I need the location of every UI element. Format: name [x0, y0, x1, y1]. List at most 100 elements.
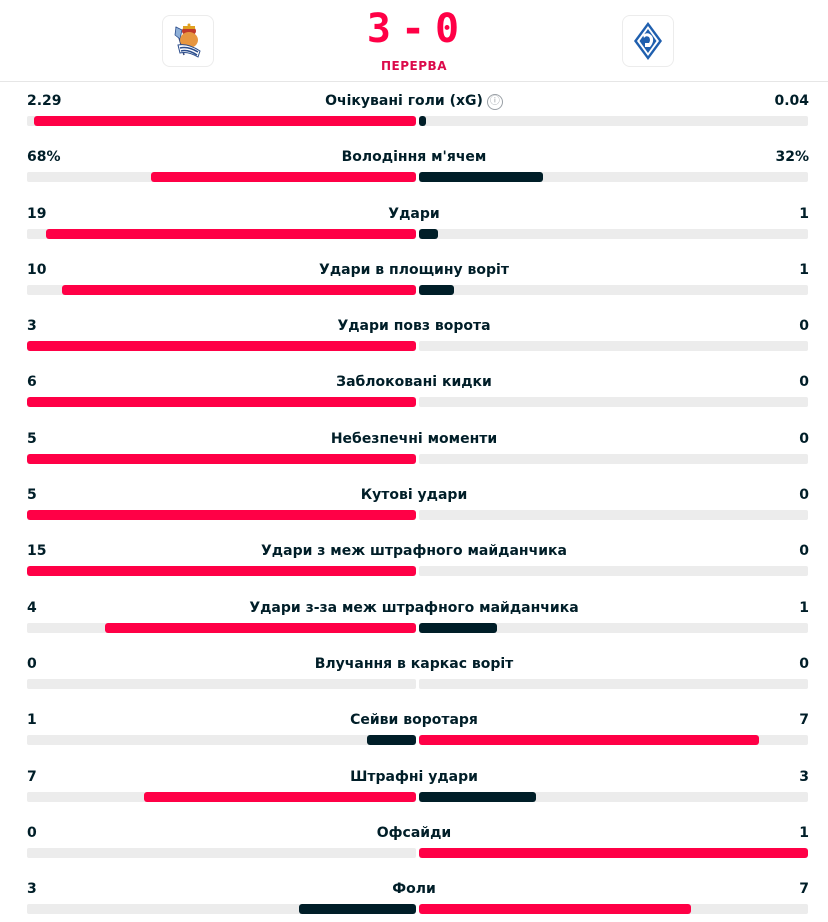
home-stat-value: 2.29	[27, 93, 62, 109]
home-stat-bar	[62, 284, 416, 295]
home-stat-bar-track	[27, 791, 416, 802]
stat-row: 0 Влучання в каркас воріт 0	[0, 654, 828, 710]
home-stat-bar-track	[27, 566, 416, 577]
stat-row: 0 Офсайди 1	[0, 823, 828, 879]
away-stat-bar	[419, 172, 544, 183]
home-stat-value: 0	[27, 655, 37, 672]
home-stat-bar	[27, 341, 416, 352]
home-stat-bar	[299, 904, 416, 915]
stat-label-text: Небезпечні моменти	[330, 430, 498, 447]
home-stat-bar-track	[27, 622, 416, 633]
stat-label: Удари в площину воріт	[0, 260, 828, 280]
home-stat-bar-track	[27, 116, 416, 126]
stat-label: Удари	[0, 204, 828, 224]
away-stat-value: 0.04	[774, 93, 809, 109]
stat-row: 68% Володіння м'ячем 32%	[0, 147, 828, 203]
home-stat-value: 5	[27, 487, 37, 504]
home-stat-bar-track	[27, 735, 416, 746]
stat-label: Фоли	[0, 879, 828, 899]
stat-row: 2.29 Очікувані голи (xG) ⓘ 0.04	[0, 91, 828, 147]
away-stat-bar	[419, 735, 760, 746]
away-stat-bar-track	[419, 791, 808, 802]
stat-row: 1 Сейви воротаря 7	[0, 710, 828, 766]
away-stat-bar	[419, 284, 455, 295]
away-stat-value: 1	[799, 261, 809, 278]
away-stat-bar	[419, 847, 808, 858]
home-stat-bar	[143, 791, 416, 802]
away-stat-bar-track	[419, 453, 808, 464]
statistics-list: 2.29 Очікувані голи (xG) ⓘ 0.04 68% Волод…	[0, 91, 828, 922]
away-stat-bar	[419, 228, 439, 239]
away-stat-bar-track	[419, 341, 808, 352]
match-status: ПЕРЕРВА	[381, 59, 447, 73]
stat-row: 10 Удари в площину воріт 1	[0, 260, 828, 316]
home-stat-bar	[27, 453, 416, 464]
away-stat-value: 0	[799, 430, 809, 447]
stat-row: 19 Удари 1	[0, 204, 828, 260]
home-stat-bar	[104, 622, 416, 633]
stat-label-text: Штрафні удари	[350, 768, 478, 785]
stat-row: 5 Небезпечні моменти 0	[0, 429, 828, 485]
home-stat-bar-track	[27, 397, 416, 408]
stat-label-text: Удари з-за меж штрафного майданчика	[249, 599, 579, 616]
stat-label-text: Влучання в каркас воріт	[314, 655, 514, 672]
match-header: 3-0 ПЕРЕРВА	[0, 0, 828, 82]
home-score: 3	[366, 6, 393, 52]
stat-label: Удари повз ворота	[0, 316, 828, 336]
stat-label: Штрафні удари	[0, 767, 828, 787]
home-stat-bar	[46, 228, 416, 239]
away-stat-bar-track	[419, 510, 808, 521]
away-stat-value: 3	[799, 768, 809, 785]
stat-row: 5 Кутові удари 0	[0, 485, 828, 541]
home-stat-bar	[367, 735, 416, 746]
stat-label: Володіння м'ячем	[0, 147, 828, 167]
away-stat-value: 1	[799, 824, 809, 841]
home-stat-bar-track	[27, 678, 416, 689]
away-stat-bar-track	[419, 172, 808, 183]
away-stat-value: 0	[799, 543, 809, 560]
dynamo-kyiv-crest-icon	[634, 22, 662, 60]
home-stat-bar	[151, 172, 416, 183]
home-stat-value: 15	[27, 543, 47, 560]
away-stat-bar-track	[419, 116, 808, 126]
real-sociedad-crest-icon	[174, 23, 201, 58]
score-separator: -	[400, 6, 428, 52]
stat-label: Кутові удари	[0, 485, 828, 505]
home-stat-value: 68%	[27, 149, 61, 166]
away-stat-value: 32%	[775, 149, 809, 166]
info-icon[interactable]: ⓘ	[486, 94, 503, 110]
stat-row: 3 Удари повз ворота 0	[0, 316, 828, 372]
away-team-logo[interactable]	[622, 15, 674, 67]
away-stat-bar-track	[419, 847, 808, 858]
stat-row: 4 Удари з-за меж штрафного майданчика 1	[0, 598, 828, 654]
stat-row: 6 Заблоковані кидки 0	[0, 372, 828, 428]
home-team-logo[interactable]	[162, 15, 214, 67]
home-stat-value: 7	[27, 768, 37, 785]
home-stat-value: 3	[27, 318, 37, 335]
stat-label-text: Заблоковані кидки	[336, 374, 492, 391]
away-stat-bar-track	[419, 735, 808, 746]
away-stat-value: 0	[799, 374, 809, 391]
away-stat-bar-track	[419, 566, 808, 577]
home-stat-bar-track	[27, 847, 416, 858]
away-stat-bar	[419, 622, 497, 633]
home-stat-value: 4	[27, 599, 37, 616]
home-stat-value: 3	[27, 881, 37, 898]
stat-label-text: Офсайди	[376, 824, 452, 841]
away-stat-bar-track	[419, 397, 808, 408]
stat-label-text: Фоли	[392, 881, 436, 898]
home-stat-bar-track	[27, 341, 416, 352]
stat-label-text: Удари з меж штрафного майданчика	[261, 543, 567, 560]
home-stat-value: 0	[27, 824, 37, 841]
stat-label: Офсайди	[0, 823, 828, 843]
away-stat-value: 0	[799, 655, 809, 672]
home-stat-value: 6	[27, 374, 37, 391]
stat-label: Очікувані голи (xG) ⓘ	[0, 91, 828, 111]
stat-label: Удари з-за меж штрафного майданчика	[0, 598, 828, 618]
stat-label-text: Удари	[388, 205, 440, 222]
home-stat-value: 10	[27, 261, 47, 278]
away-score: 0	[435, 6, 462, 52]
away-stat-bar	[419, 791, 536, 802]
away-stat-value: 0	[799, 487, 809, 504]
stat-row: 15 Удари з меж штрафного майданчика 0	[0, 541, 828, 597]
